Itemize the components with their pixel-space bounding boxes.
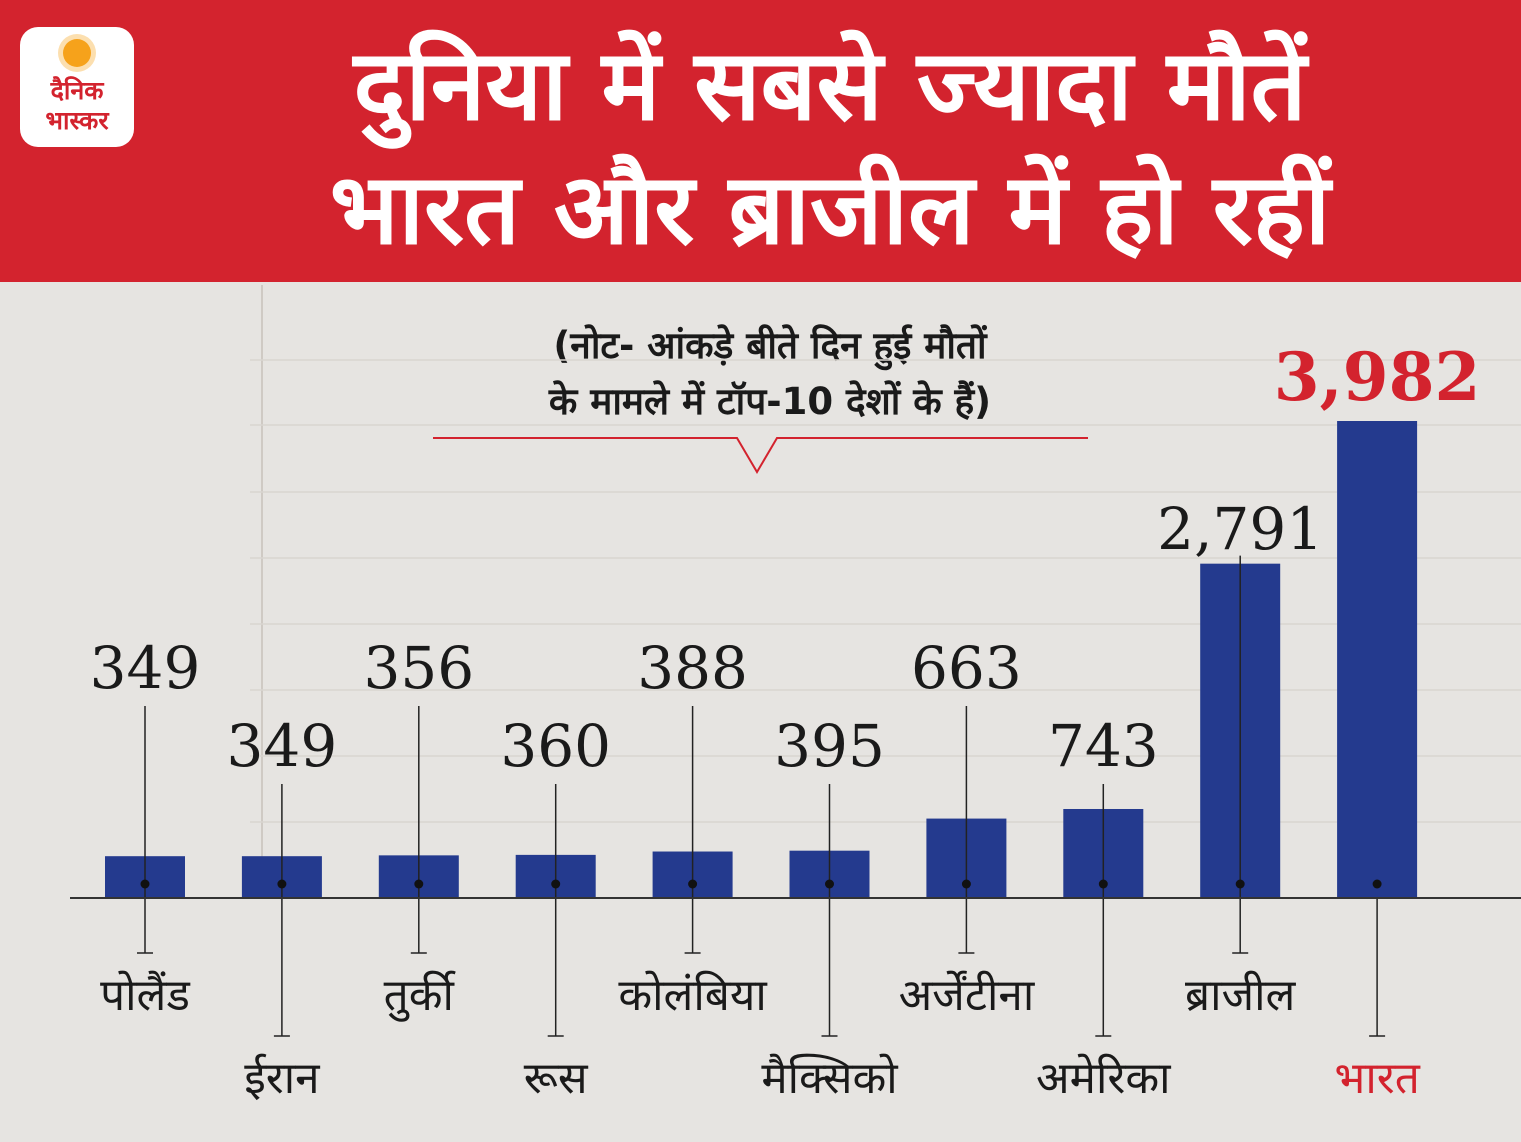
bar-dot	[551, 879, 561, 889]
bar-dot	[414, 879, 424, 889]
bar-dot	[688, 879, 698, 889]
value-label: 743	[1048, 712, 1159, 780]
bar-dot	[1372, 879, 1382, 889]
bars	[70, 421, 1521, 1037]
labels: 349 पोलैंड 349 ईरान 356 तुर्की 360 रूस 388 कोलंबि…	[90, 338, 1481, 1104]
category-label: अर्जेंटीना	[899, 970, 1036, 1021]
note-callout-line	[433, 437, 1088, 474]
note-line2: के मामले में टॉप-10 देशों के हैं)	[548, 380, 992, 423]
headline-line2: भारत और ब्राजील में हो रहीं	[329, 153, 1331, 267]
value-label: 3,982	[1274, 338, 1481, 416]
header-banner: दैनिक भास्कर दुनिया में सबसे ज्यादा मौते…	[0, 0, 1521, 282]
category-label: भारत	[1334, 1053, 1420, 1104]
bar-dot	[1098, 879, 1108, 889]
bar-dot	[961, 879, 971, 889]
background-decoration	[250, 285, 1521, 898]
category-label: रूस	[524, 1053, 589, 1104]
category-label: कोलंबिया	[618, 970, 768, 1021]
value-label: 663	[911, 634, 1022, 702]
headline-line1: दुनिया में सबसे ज्यादा मौतें	[353, 29, 1307, 143]
dainik-bhaskar-logo: दैनिक भास्कर	[20, 27, 134, 147]
category-label: मैक्सिको	[761, 1053, 899, 1104]
category-label: ब्राजील	[1185, 970, 1297, 1021]
logo-text-line1: दैनिक	[50, 76, 104, 105]
bar-dot	[1235, 879, 1245, 889]
value-label: 395	[774, 712, 885, 780]
value-label: 2,791	[1157, 495, 1323, 563]
value-label: 360	[500, 712, 611, 780]
value-label: 388	[637, 634, 748, 702]
bar-dot	[825, 879, 834, 889]
value-label: 356	[363, 634, 474, 702]
sun-icon	[63, 39, 91, 67]
value-label: 349	[90, 634, 201, 702]
category-label: पोलैंड	[100, 970, 190, 1021]
logo-text-line2: भास्कर	[45, 106, 109, 135]
value-label: 349	[227, 712, 338, 780]
category-label: तुर्की	[384, 970, 457, 1022]
bar	[1337, 421, 1418, 898]
bar-dot	[277, 879, 287, 889]
category-label: ईरान	[244, 1053, 321, 1104]
category-label: अमेरिका	[1036, 1053, 1172, 1104]
note-underline	[433, 437, 1088, 474]
bar-dot	[140, 879, 150, 889]
